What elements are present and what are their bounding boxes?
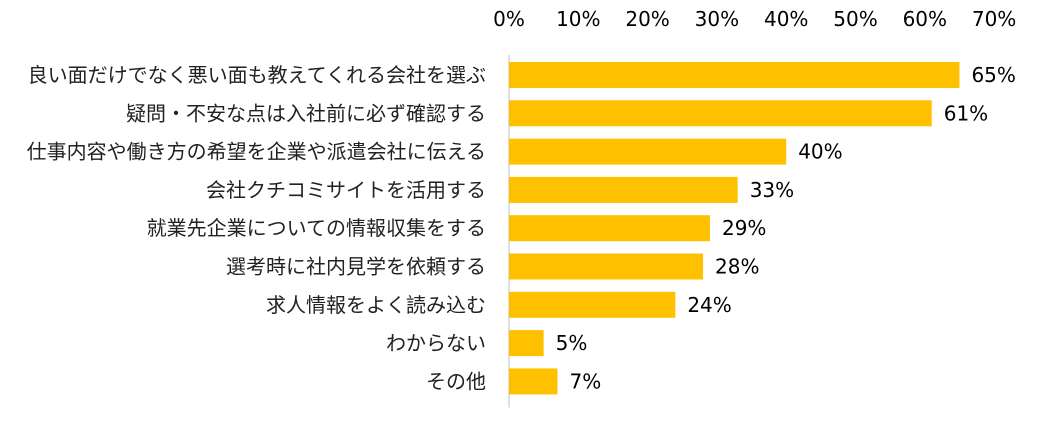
bar — [509, 100, 932, 127]
x-axis-tick-labels: 0% 10% 20% 30% 40% 50% 60% 70% — [493, 7, 1016, 31]
value-label: 28% — [715, 255, 759, 279]
value-labels: 65% 61% 40%33% 29% 28% 24% 5% 7% — [556, 63, 1016, 393]
bar — [509, 368, 558, 395]
x-tick-label: 60% — [903, 7, 947, 31]
value-label: 33% — [750, 178, 794, 202]
bar — [509, 138, 787, 165]
value-label: 24% — [687, 293, 731, 317]
bar — [509, 176, 738, 203]
category-label: 良い面だけでなく悪い面も教えてくれる会社を選ぶ — [28, 63, 486, 87]
value-label: 40% — [798, 140, 842, 164]
value-label: 7% — [570, 369, 602, 393]
bar — [509, 291, 676, 318]
category-label: 選考時に社内見学を依頼する — [226, 255, 486, 279]
value-label: 61% — [944, 101, 988, 125]
value-label: 29% — [722, 216, 766, 240]
x-tick-label: 20% — [625, 7, 669, 31]
x-tick-label: 10% — [556, 7, 600, 31]
x-tick-label: 0% — [493, 7, 525, 31]
x-tick-label: 50% — [833, 7, 877, 31]
value-label: 5% — [556, 331, 588, 355]
x-tick-label: 40% — [764, 7, 808, 31]
category-label: 疑問・不安な点は入社前に必ず確認する — [126, 101, 486, 125]
category-label: その他 — [426, 369, 486, 393]
bar — [509, 330, 544, 357]
x-tick-label: 30% — [695, 7, 739, 31]
bars — [509, 62, 960, 395]
category-label: 会社クチコミサイトを活用する — [206, 178, 486, 202]
category-label: わからない — [386, 331, 486, 355]
x-tick-label: 70% — [972, 7, 1016, 31]
bar — [509, 62, 960, 88]
category-label: 仕事内容や働き方の希望を企業や派遣会社に伝える — [27, 140, 486, 164]
category-label: 求人情報をよく読み込む — [266, 293, 486, 317]
category-labels: 良い面だけでなく悪い面も教えてくれる会社を選ぶ疑問・不安な点は入社前に必ず確認す… — [27, 63, 486, 393]
bar — [509, 215, 710, 242]
category-label: 就業先企業についての情報収集をする — [147, 216, 486, 240]
bar — [509, 253, 704, 280]
value-label: 65% — [971, 63, 1015, 87]
